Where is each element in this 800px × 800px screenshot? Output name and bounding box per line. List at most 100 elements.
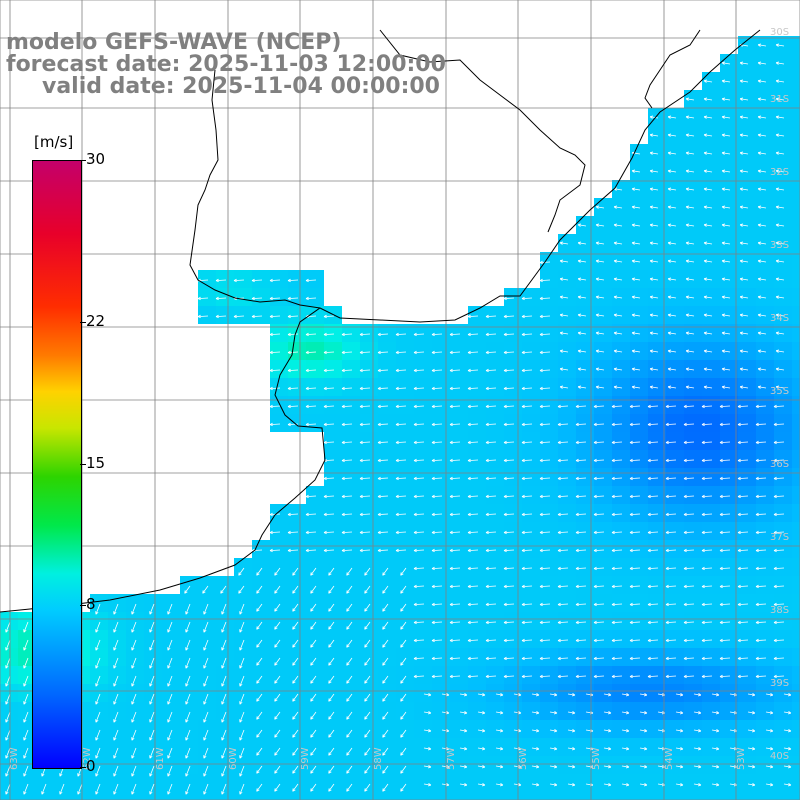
field-cell	[324, 558, 342, 576]
field-cell	[666, 702, 684, 720]
field-cell	[738, 504, 756, 522]
wind-arrow	[595, 241, 605, 245]
wind-arrow	[595, 295, 605, 299]
field-cell	[486, 522, 504, 540]
wind-arrow	[685, 205, 695, 209]
field-cell	[342, 756, 360, 774]
wind-arrow	[521, 368, 533, 373]
wind-arrow	[703, 223, 713, 227]
field-cell	[774, 684, 792, 702]
wind-arrow	[667, 367, 677, 371]
field-cell	[414, 486, 432, 504]
field-cell	[342, 414, 360, 432]
field-cell	[576, 648, 594, 666]
field-cell	[540, 342, 558, 360]
field-cell	[720, 144, 738, 162]
field-cell	[756, 414, 774, 432]
field-cell	[18, 630, 36, 648]
wind-arrow	[649, 223, 659, 227]
field-cell	[594, 396, 612, 414]
wind-arrow	[485, 638, 497, 643]
field-cell	[738, 684, 756, 702]
field-cell	[414, 594, 432, 612]
field-cell	[378, 612, 396, 630]
field-cell	[612, 612, 630, 630]
field-cell	[288, 342, 306, 360]
wind-arrow	[113, 693, 119, 705]
field-cell	[720, 306, 738, 324]
field-cell	[720, 432, 738, 450]
field-cell	[126, 720, 144, 738]
field-cell	[666, 270, 684, 288]
field-cell	[702, 432, 720, 450]
wind-arrow	[557, 440, 569, 445]
wind-arrow	[665, 638, 677, 643]
wind-arrow	[649, 259, 659, 263]
field-cell	[18, 702, 36, 720]
wind-arrow	[685, 385, 695, 389]
wind-arrow	[113, 621, 119, 633]
wind-arrow	[557, 530, 569, 535]
field-cell	[288, 774, 306, 792]
field-cell	[540, 612, 558, 630]
field-cell	[72, 792, 90, 800]
field-cell	[468, 306, 486, 324]
field-cell	[450, 414, 468, 432]
field-cell	[378, 360, 396, 378]
wind-arrow	[131, 693, 137, 705]
wind-arrow	[256, 765, 263, 774]
field-cell	[504, 522, 522, 540]
wind-arrow	[269, 512, 281, 517]
field-cell	[288, 702, 306, 720]
field-cell	[432, 432, 450, 450]
wind-arrow	[359, 530, 371, 535]
wind-arrow	[287, 350, 299, 355]
wind-arrow	[775, 241, 785, 245]
field-cell	[504, 378, 522, 396]
field-cell	[414, 684, 432, 702]
wind-arrow	[755, 602, 767, 607]
wind-arrow	[665, 458, 677, 463]
wind-arrow	[197, 314, 209, 319]
field-cell	[594, 648, 612, 666]
wind-arrow	[5, 621, 11, 633]
field-cell	[450, 702, 468, 720]
field-cell	[396, 720, 414, 738]
wind-arrow	[364, 603, 371, 612]
field-cell	[522, 594, 540, 612]
wind-arrow	[721, 151, 731, 155]
field-cell	[738, 702, 756, 720]
field-cell	[270, 378, 288, 396]
wind-arrow	[629, 674, 641, 679]
wind-arrow	[701, 620, 713, 625]
wind-arrow	[649, 367, 659, 371]
wind-arrow	[639, 693, 648, 697]
field-cell	[468, 630, 486, 648]
wind-arrow	[765, 765, 774, 769]
wind-arrow	[323, 404, 335, 409]
field-cell	[612, 234, 630, 252]
wind-arrow	[239, 639, 245, 651]
field-cell	[594, 540, 612, 558]
field-cell	[216, 648, 234, 666]
wind-arrow	[593, 476, 605, 481]
field-cell	[234, 720, 252, 738]
field-cell	[756, 324, 774, 342]
wind-arrow	[413, 386, 425, 391]
field-cell	[594, 252, 612, 270]
field-cell	[774, 198, 792, 216]
field-cell	[792, 162, 800, 180]
field-cell	[630, 720, 648, 738]
wind-arrow	[346, 585, 353, 594]
wind-arrow	[683, 476, 695, 481]
field-cell	[486, 702, 504, 720]
wind-arrow	[413, 584, 425, 589]
wind-arrow	[413, 440, 425, 445]
field-cell	[666, 234, 684, 252]
wind-arrow	[667, 241, 677, 245]
field-cell	[414, 720, 432, 738]
field-cell	[756, 522, 774, 540]
field-cell	[612, 342, 630, 360]
wind-arrow	[341, 530, 353, 535]
